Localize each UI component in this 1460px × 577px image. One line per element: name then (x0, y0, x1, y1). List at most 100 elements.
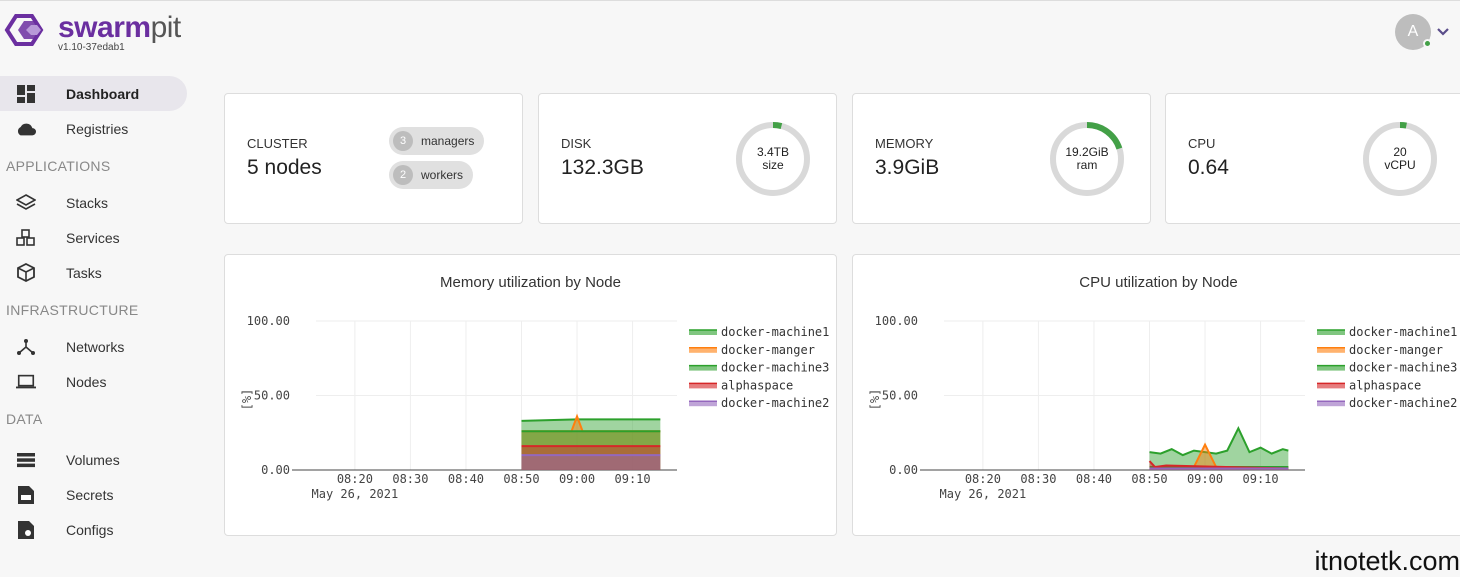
memory-label: MEMORY (875, 136, 933, 151)
sidebar-item-stacks[interactable]: Stacks (0, 185, 190, 220)
cloud-icon (16, 119, 36, 139)
cpu-gauge-unit: vCPU (1384, 159, 1415, 172)
y-tick-label: 50.00 (882, 389, 918, 403)
sidebar-item-label: Tasks (66, 265, 102, 281)
legend-swatch (689, 366, 717, 371)
watermark: itnotetk.com (1314, 546, 1460, 577)
sidebar-item-label: Dashboard (66, 86, 139, 102)
legend-swatch (1317, 366, 1345, 371)
legend-swatch (689, 401, 717, 406)
x-tick-label: 08:30 (392, 472, 428, 486)
dashboard-icon (16, 84, 36, 104)
chevron-down-icon[interactable] (1436, 27, 1450, 37)
online-status-dot (1423, 39, 1432, 48)
x-tick-label: 08:20 (337, 472, 373, 486)
cluster-label: CLUSTER (247, 136, 308, 151)
sidebar-item-label: Stacks (66, 195, 108, 211)
x-tick-label: 08:40 (448, 472, 484, 486)
x-tick-label: 08:50 (1131, 472, 1167, 486)
y-tick-label: 0.00 (889, 463, 918, 477)
sidebar-item-label: Volumes (66, 452, 120, 468)
sidebar-item-tasks[interactable]: Tasks (0, 255, 190, 290)
memory-gauge-unit: ram (1077, 159, 1098, 172)
brand-name: swarm (58, 11, 151, 44)
legend-label: docker-machine1 (1349, 325, 1457, 339)
sidebar-item-label: Services (66, 230, 120, 246)
laptop-icon (16, 372, 36, 392)
x-date-label: May 26, 2021 (312, 487, 399, 501)
sidebar-item-label: Secrets (66, 487, 113, 503)
top-bar: swarmpit v1.10-37edab1 A (0, 0, 1460, 70)
managers-chip[interactable]: 3 managers (389, 127, 484, 155)
y-tick-label: 50.00 (254, 389, 290, 403)
sidebar-item-label: Registries (66, 121, 128, 137)
sidebar-item-nodes[interactable]: Nodes (0, 364, 190, 399)
sidebar-item-networks[interactable]: Networks (0, 329, 190, 364)
avatar-initial: A (1408, 23, 1419, 41)
layers-icon (16, 193, 36, 213)
cluster-card[interactable]: CLUSTER 5 nodes 3 managers 2 workers (224, 93, 523, 224)
sidebar-item-configs[interactable]: Configs (0, 512, 190, 547)
disk-value: 132.3GB (561, 156, 644, 180)
avatar[interactable]: A (1395, 14, 1431, 50)
swarmpit-logo-icon (4, 13, 52, 47)
managers-count: 3 (393, 131, 413, 151)
y-tick-label: 100.00 (247, 314, 290, 328)
managers-label: managers (421, 134, 474, 148)
app-version: v1.10-37edab1 (58, 43, 181, 53)
y-tick-label: 0.00 (261, 463, 290, 477)
disk-gauge-unit: size (762, 159, 783, 172)
cubes-icon (16, 228, 36, 248)
sidebar-item-registries[interactable]: Registries (0, 111, 190, 146)
x-tick-label: 08:40 (1076, 472, 1112, 486)
workers-label: workers (421, 168, 463, 182)
legend-label: docker-machine3 (721, 361, 829, 375)
sidebar-item-label: Nodes (66, 374, 106, 390)
storage-icon (16, 450, 36, 470)
sidebar-item-secrets[interactable]: Secrets (0, 477, 190, 512)
x-tick-label: 08:50 (503, 472, 539, 486)
sidebar-item-services[interactable]: Services (0, 220, 190, 255)
x-tick-label: 09:10 (615, 472, 651, 486)
box-icon (16, 263, 36, 283)
memory-value: 3.9GiB (875, 156, 939, 180)
config-file-icon (16, 520, 36, 540)
brand-name-suffix: pit (151, 11, 181, 44)
sidebar-section-infrastructure: INFRASTRUCTURE (0, 290, 190, 329)
sidebar-item-label: Networks (66, 339, 124, 355)
y-tick-label: 100.00 (875, 314, 918, 328)
sidebar-section-applications: APPLICATIONS (0, 146, 190, 185)
cpu-value: 0.64 (1188, 156, 1229, 180)
legend-swatch (1317, 401, 1345, 406)
x-tick-label: 09:00 (1187, 472, 1223, 486)
legend-label: docker-manger (1349, 343, 1443, 357)
legend-label: docker-manger (721, 343, 815, 357)
sidebar-item-label: Configs (66, 522, 113, 538)
legend-label: docker-machine1 (721, 325, 829, 339)
sidebar: Dashboard Registries APPLICATIONS Stacks… (0, 70, 190, 547)
logo[interactable]: swarmpit v1.10-37edab1 (4, 13, 181, 53)
y-axis-label: [%] (240, 389, 254, 411)
legend-label: alphaspace (1349, 378, 1421, 392)
y-axis-label: [%] (868, 389, 882, 411)
user-menu[interactable]: A (1395, 14, 1450, 50)
x-date-label: May 26, 2021 (940, 487, 1027, 501)
x-tick-label: 08:20 (965, 472, 1001, 486)
series-area-docker-machine2 (521, 455, 660, 470)
x-tick-label: 08:30 (1020, 472, 1056, 486)
key-file-icon (16, 485, 36, 505)
cluster-value: 5 nodes (247, 156, 322, 180)
workers-chip[interactable]: 2 workers (389, 161, 473, 189)
network-icon (16, 337, 36, 357)
sidebar-item-dashboard[interactable]: Dashboard (0, 76, 187, 111)
sidebar-item-volumes[interactable]: Volumes (0, 442, 190, 477)
